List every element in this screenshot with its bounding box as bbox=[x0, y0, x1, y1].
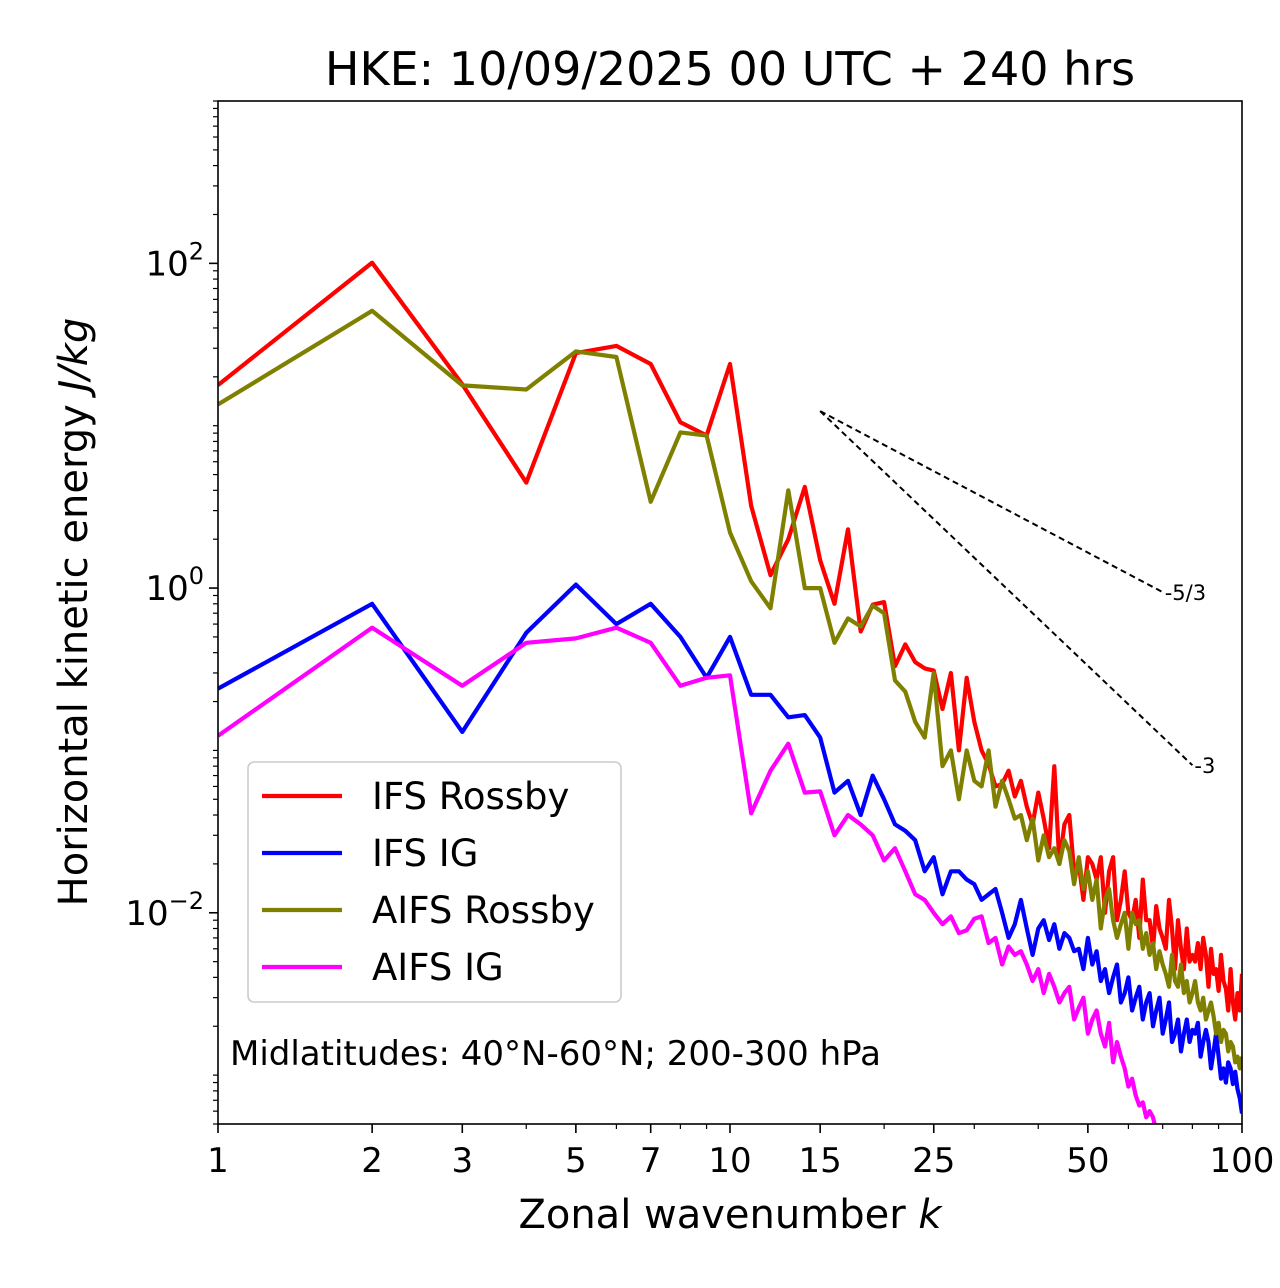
reference-slope-labels: -5/3 -3 bbox=[1165, 581, 1216, 778]
x-tick-label: 5 bbox=[565, 1141, 587, 1181]
x-tick-label: 15 bbox=[799, 1141, 842, 1181]
series-line-ifs-ig bbox=[218, 582, 1242, 1114]
series-line-ifs-rossby bbox=[218, 260, 1242, 1022]
x-axis-label-var: k bbox=[918, 1192, 943, 1238]
y-tick-label: 10−2 bbox=[125, 887, 204, 934]
reference-slope-label: -5/3 bbox=[1165, 581, 1206, 605]
x-tick-label: 50 bbox=[1066, 1141, 1109, 1181]
chart-title: HKE: 10/09/2025 00 UTC + 240 hrs bbox=[325, 42, 1135, 96]
legend-label-aifs-ig: AIFS IG bbox=[372, 946, 504, 989]
reference-slopes bbox=[819, 410, 1194, 766]
x-tick-label: 7 bbox=[640, 1141, 662, 1181]
y-tick-label: 100 bbox=[145, 562, 204, 609]
legend-label-aifs-rossby: AIFS Rossby bbox=[372, 889, 595, 932]
x-tick-label: 3 bbox=[451, 1141, 473, 1181]
y-axis-label-unit: J/kg bbox=[51, 318, 97, 399]
y-axis-label: Horizontal kinetic energy J/kg bbox=[51, 318, 97, 907]
legend-frame bbox=[247, 761, 622, 1003]
x-axis-label: Zonal wavenumber k bbox=[518, 1192, 943, 1238]
y-axis-label-text: Horizontal kinetic energy bbox=[51, 404, 97, 906]
series-line-aifs-ig bbox=[218, 625, 1157, 1124]
y-tick-label: 102 bbox=[145, 237, 204, 284]
legend-label-ifs-rossby: IFS Rossby bbox=[372, 775, 569, 818]
x-tick-label: 2 bbox=[361, 1141, 383, 1181]
x-axis-label-text: Zonal wavenumber bbox=[518, 1192, 906, 1238]
x-tick-label: 25 bbox=[912, 1141, 955, 1181]
legend: IFS Rossby IFS IG AIFS Rossby AIFS IG bbox=[247, 761, 622, 1003]
x-tick-label: 10 bbox=[708, 1141, 751, 1181]
legend-label-ifs-ig: IFS IG bbox=[372, 832, 478, 875]
series-lines bbox=[218, 260, 1242, 1124]
region-annotation: Midlatitudes: 40°N-60°N; 200-300 hPa bbox=[230, 1034, 881, 1074]
y-axis-ticks: 10−2 100 102 bbox=[125, 237, 218, 934]
reference-slope-3 bbox=[819, 410, 1194, 766]
x-tick-label: 1 bbox=[207, 1141, 229, 1181]
x-tick-label: 100 bbox=[1210, 1141, 1275, 1181]
reference-slope-label: -3 bbox=[1194, 754, 1215, 778]
reference-slope-5-3 bbox=[819, 410, 1164, 594]
series-line-aifs-rossby bbox=[218, 308, 1242, 1071]
x-axis-ticks: 1 2 3 5 7 10 15 25 50 100 bbox=[207, 1124, 1274, 1181]
